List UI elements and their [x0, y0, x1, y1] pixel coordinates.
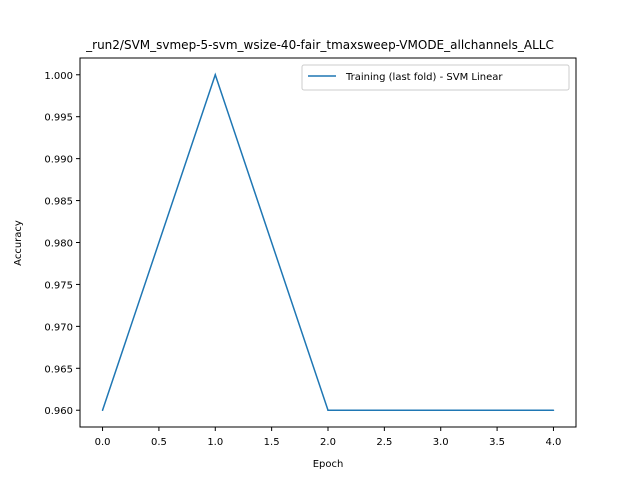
legend: Training (last fold) - SVM Linear: [301, 64, 570, 91]
y-tick-label: 0.965: [44, 364, 73, 375]
legend-label: Training (last fold) - SVM Linear: [345, 72, 503, 83]
x-tick-label: 1.5: [264, 437, 280, 448]
y-tick-label: 0.980: [44, 239, 73, 250]
data-point: [214, 74, 217, 76]
series-line: [101, 72, 554, 411]
x-tick-label: 0.0: [95, 437, 111, 448]
x-tick-label: 3.0: [433, 437, 449, 448]
x-tick-label: 2.5: [376, 437, 392, 448]
plot-area: [79, 57, 577, 428]
data-point: [327, 409, 329, 411]
data-point: [101, 409, 104, 411]
y-tick-label: 0.990: [44, 155, 73, 166]
y-tick-label: 0.975: [44, 280, 73, 291]
x-tick-label: 2.0: [320, 437, 336, 448]
y-axis: 0.960 0.965 0.970 0.975 0.980 0.985 0.990 0.995…: [44, 71, 80, 417]
legend-box: [301, 64, 570, 91]
series-layer: [101, 72, 555, 411]
y-tick-label: 0.960: [44, 406, 73, 417]
x-axis: 0.0 0.5 1.0 1.5 2.0 2.5 3.0 3.5 4.0: [95, 427, 562, 448]
data-point: [439, 409, 442, 411]
plot-frame: [79, 57, 577, 428]
y-tick-label: 0.985: [44, 197, 73, 208]
x-tick-label: 4.0: [546, 437, 562, 448]
chart-title: _run2/SVM_svmep-5-svm_wsize-40-fair_tmax…: [85, 38, 554, 52]
x-axis-label: Epoch: [313, 459, 344, 470]
x-tick-label: 3.5: [489, 437, 505, 448]
y-axis-label: Accuracy: [13, 220, 24, 266]
x-tick-label: 1.0: [207, 437, 223, 448]
x-tick-label: 0.5: [151, 437, 167, 448]
y-tick-label: 0.970: [44, 322, 73, 333]
y-tick-label: 1.000: [44, 71, 73, 82]
data-point: [552, 409, 555, 411]
y-tick-label: 0.995: [44, 113, 73, 124]
